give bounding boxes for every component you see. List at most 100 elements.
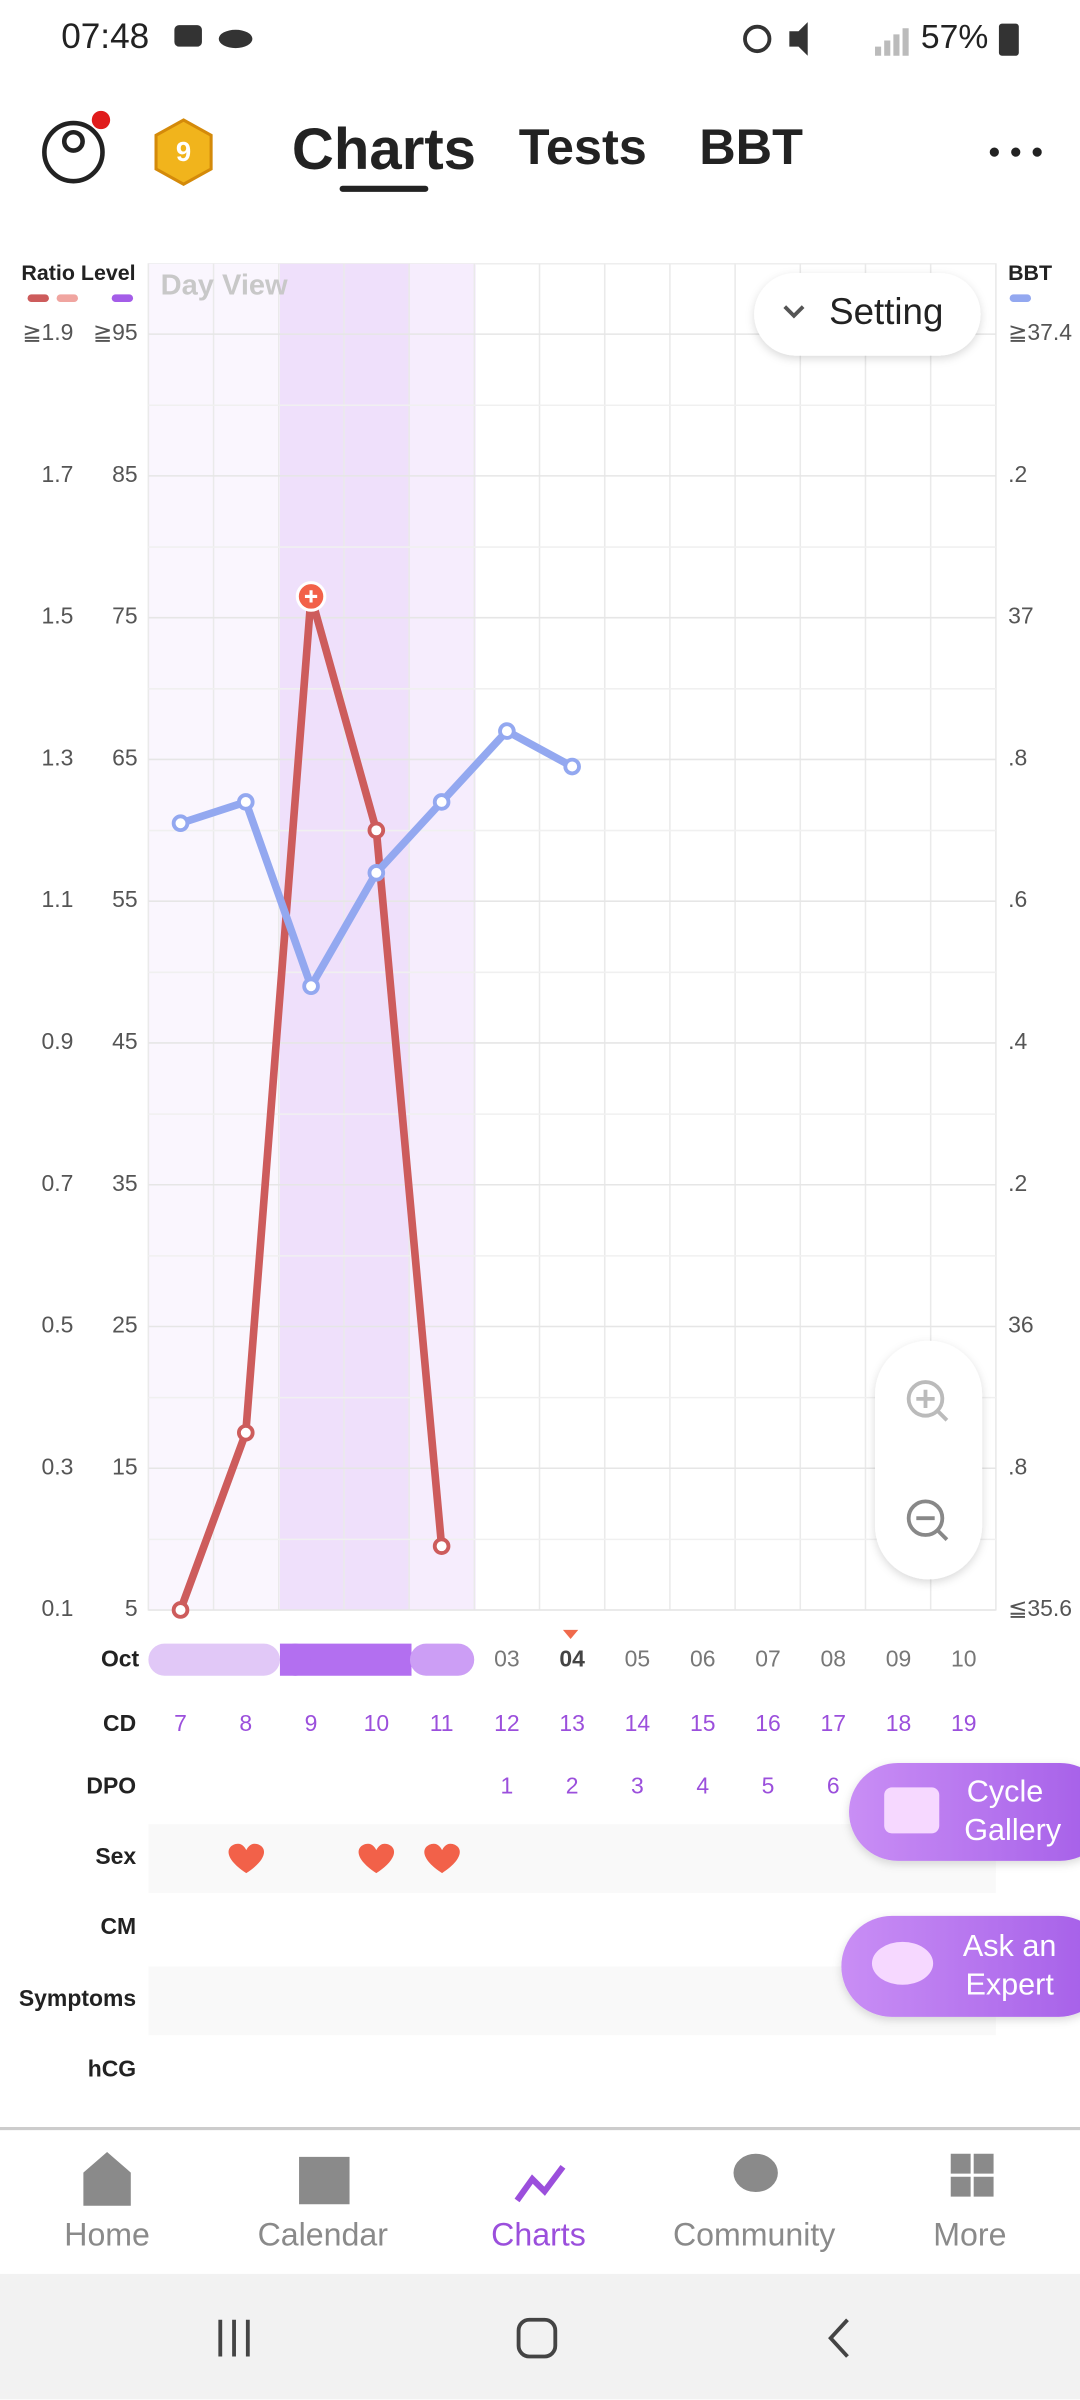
y-tick-label: 1.7 [42, 461, 74, 487]
y-tick-label: 85 [112, 461, 138, 487]
y-tick-label: 1.3 [42, 744, 74, 770]
home-button[interactable] [516, 2317, 558, 2359]
tab[interactable]: Charts [292, 117, 476, 182]
y-tick-label: 1.5 [42, 603, 74, 629]
x-tick-label: 05 [625, 1646, 651, 1672]
legend-swatch [27, 294, 49, 303]
y-tick-label: 45 [112, 1028, 138, 1054]
row-label: Symptoms [19, 1985, 136, 2011]
time: 07:48 [61, 17, 149, 56]
x-tick-label: 09 [886, 1646, 912, 1672]
nav-label[interactable]: Community [673, 2217, 835, 2253]
y-tick-label: 0.5 [42, 1312, 74, 1338]
y-tick-label: 37 [1008, 603, 1034, 629]
fertile-peak [279, 263, 410, 1610]
button-text: Gallery [964, 1813, 1062, 1847]
y-tick-label: 75 [112, 603, 138, 629]
profile[interactable] [42, 120, 105, 184]
row-label: DPO [86, 1772, 136, 1798]
x-tick-label: 07 [755, 1646, 781, 1672]
peak-plus [304, 590, 318, 603]
x-tick-label: 08 [820, 1646, 846, 1672]
date-pill [279, 1643, 311, 1676]
alarm-icon [743, 24, 772, 54]
y-tick-label: 5 [125, 1595, 138, 1621]
y-tick-label: .8 [1008, 1453, 1027, 1479]
dpo-value: 6 [827, 1772, 840, 1798]
profile-head [61, 129, 85, 153]
nav-label[interactable]: Charts [491, 2217, 586, 2253]
data-point [498, 722, 516, 740]
tab-indicator [339, 185, 429, 192]
gallery-icon [884, 1787, 940, 1834]
y-tick-label: 0.3 [42, 1453, 74, 1479]
cd-value: 14 [625, 1710, 651, 1736]
y-tick-label: 55 [112, 886, 138, 912]
cd-value: 12 [494, 1710, 520, 1736]
tab[interactable]: BBT [699, 118, 803, 175]
row-label: CD [103, 1710, 136, 1736]
data-point [563, 757, 581, 776]
setting-button[interactable] [754, 272, 981, 356]
dpo-value: 2 [566, 1772, 579, 1798]
y-tick-label: ≧37.4 [1008, 319, 1072, 345]
y-tick-label: .6 [1008, 886, 1027, 912]
row-label: CM [100, 1913, 136, 1939]
signal-icon [875, 28, 909, 56]
sex-hearts [228, 1843, 460, 1874]
notification-dot [91, 110, 111, 130]
nav-label[interactable]: Home [64, 2217, 150, 2253]
y-tick-label: 0.9 [42, 1028, 74, 1054]
cd-value: 18 [886, 1710, 912, 1736]
nav-label[interactable]: More [933, 2217, 1006, 2253]
recents-button[interactable] [218, 2319, 250, 2357]
system-nav [0, 2273, 1080, 2400]
cd-value: 13 [559, 1710, 585, 1736]
cd-value: 9 [305, 1710, 318, 1736]
row-label: hCG [88, 2055, 136, 2081]
view-label: Day View [161, 269, 288, 301]
data-point [236, 793, 255, 811]
row-label: Sex [95, 1843, 136, 1869]
cd-value: 19 [951, 1710, 977, 1736]
nav-icon[interactable] [299, 2156, 350, 2205]
month-label: Oct [101, 1646, 140, 1672]
badge[interactable] [154, 118, 213, 186]
msg-icon [174, 25, 202, 47]
y-tick-label: 0.1 [42, 1595, 74, 1621]
button-text: Expert [965, 1967, 1054, 2001]
zoom-in[interactable] [906, 1380, 949, 1422]
y-tick-label: .2 [1008, 461, 1027, 487]
tab[interactable]: Tests [519, 118, 647, 175]
cd-value: 17 [820, 1710, 846, 1736]
y-tick-label: 35 [112, 1170, 138, 1196]
cd-value: 11 [430, 1710, 454, 1736]
mute-icon [789, 22, 808, 56]
ask-expert-button[interactable] [841, 1915, 1080, 2017]
zoom-out[interactable] [906, 1499, 949, 1541]
nav-icon[interactable] [83, 2152, 131, 2206]
cd-value: 15 [690, 1710, 716, 1736]
chevron [783, 305, 805, 319]
back-button[interactable] [828, 2318, 849, 2358]
nav-icon[interactable] [733, 2153, 778, 2193]
nav-label[interactable]: Calendar [258, 2217, 389, 2253]
date-pill [409, 1643, 475, 1676]
data-point [367, 821, 386, 840]
more-menu[interactable] [989, 147, 1042, 157]
y-tick-label: .8 [1008, 744, 1027, 770]
nav-icon[interactable] [514, 2164, 566, 2203]
nav-icon[interactable] [950, 2153, 994, 2197]
cd-value: 10 [364, 1710, 390, 1736]
dpo-value: 1 [500, 1772, 513, 1798]
legend-swatch [1009, 294, 1032, 303]
row-band [148, 1824, 996, 1893]
button-text: Ask an [963, 1929, 1056, 1963]
fertile-mid [409, 263, 476, 1610]
y-title: Ratio Level [21, 261, 135, 285]
expert-icon [871, 1941, 934, 1985]
battery-text: 57% [921, 19, 988, 56]
dpo-value: 5 [762, 1772, 775, 1798]
